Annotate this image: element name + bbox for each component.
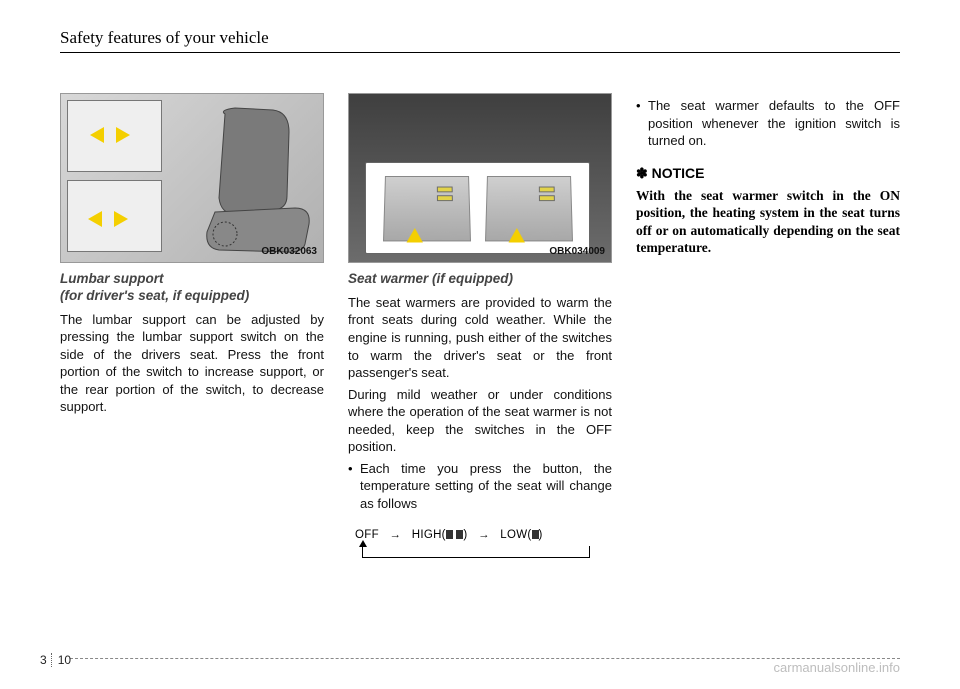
flow-return-arrow	[362, 546, 590, 558]
arrow-up-icon	[407, 228, 423, 242]
arrow-left-icon	[90, 127, 104, 143]
lumbar-subhead: Lumbar support (for driver's seat, if eq…	[60, 271, 324, 305]
seatwarmer-body2: During mild weather or under conditions …	[348, 386, 612, 456]
flow-low: LOW(	[500, 529, 531, 541]
content-columns: OBK032063 Lumbar support (for driver's s…	[60, 93, 900, 558]
bullet-text: The seat warmer defaults to the OFF posi…	[648, 97, 900, 150]
lumbar-body: The lumbar support can be adjusted by pr…	[60, 311, 324, 416]
flow-line: OFF → HIGH( ) → LOW()	[348, 528, 612, 544]
figure-label: OBK034009	[549, 245, 605, 259]
arrow-left-icon	[88, 211, 102, 227]
notice-body: With the seat warmer switch in the ON po…	[636, 187, 900, 257]
indicator-icon	[437, 187, 453, 193]
indicator-group	[539, 187, 563, 205]
bullet-item: • The seat warmer defaults to the OFF po…	[636, 97, 900, 150]
notice-heading: ✽ NOTICE	[636, 164, 900, 183]
indicator-icon	[437, 195, 453, 201]
subhead-line1: Lumbar support	[60, 271, 164, 286]
flow-close: )	[539, 529, 543, 541]
column-3: • The seat warmer defaults to the OFF po…	[636, 93, 900, 558]
indicator-icon	[539, 195, 555, 201]
subhead-line2: (for driver's seat, if equipped)	[60, 288, 249, 303]
page-footer: 3 10	[40, 653, 71, 667]
page-number: 10	[51, 653, 71, 667]
indicator-icon	[539, 187, 555, 193]
indicator-group	[437, 187, 461, 205]
bullet-marker: •	[348, 460, 360, 513]
figure-callout	[365, 162, 590, 254]
seat-icon	[195, 104, 315, 254]
arrow-up-icon	[509, 228, 525, 242]
switch-left	[383, 176, 471, 241]
arrow-right-icon	[114, 211, 128, 227]
figure-label: OBK032063	[261, 245, 317, 259]
section-number: 3	[40, 653, 47, 667]
flow-arrow-icon: →	[478, 529, 490, 541]
figure-inset-top	[67, 100, 162, 172]
figure-seat-warmer: OBK034009	[348, 93, 612, 263]
bullet-text: Each time you press the button, the temp…	[360, 460, 612, 513]
footer-divider	[70, 658, 900, 659]
arrow-right-icon	[116, 127, 130, 143]
flow-close: )	[463, 529, 467, 541]
column-2: OBK034009 Seat warmer (if equipped) The …	[348, 93, 612, 558]
bullet-item: • Each time you press the button, the te…	[348, 460, 612, 513]
seatwarmer-subhead: Seat warmer (if equipped)	[348, 271, 612, 288]
indicator-icon	[532, 530, 539, 539]
switch-right	[485, 176, 573, 241]
flow-arrow-icon: →	[389, 529, 401, 541]
header-title: Safety features of your vehicle	[60, 28, 269, 47]
bullet-marker: •	[636, 97, 648, 150]
flow-high: HIGH(	[412, 529, 446, 541]
column-1: OBK032063 Lumbar support (for driver's s…	[60, 93, 324, 558]
watermark: carmanualsonline.info	[774, 660, 900, 675]
flow-diagram: OFF → HIGH( ) → LOW()	[348, 528, 612, 558]
page-header: Safety features of your vehicle	[60, 28, 900, 53]
figure-inset-bottom	[67, 180, 162, 252]
seatwarmer-body1: The seat warmers are provided to warm th…	[348, 294, 612, 382]
figure-lumbar: OBK032063	[60, 93, 324, 263]
indicator-icon	[446, 530, 453, 539]
